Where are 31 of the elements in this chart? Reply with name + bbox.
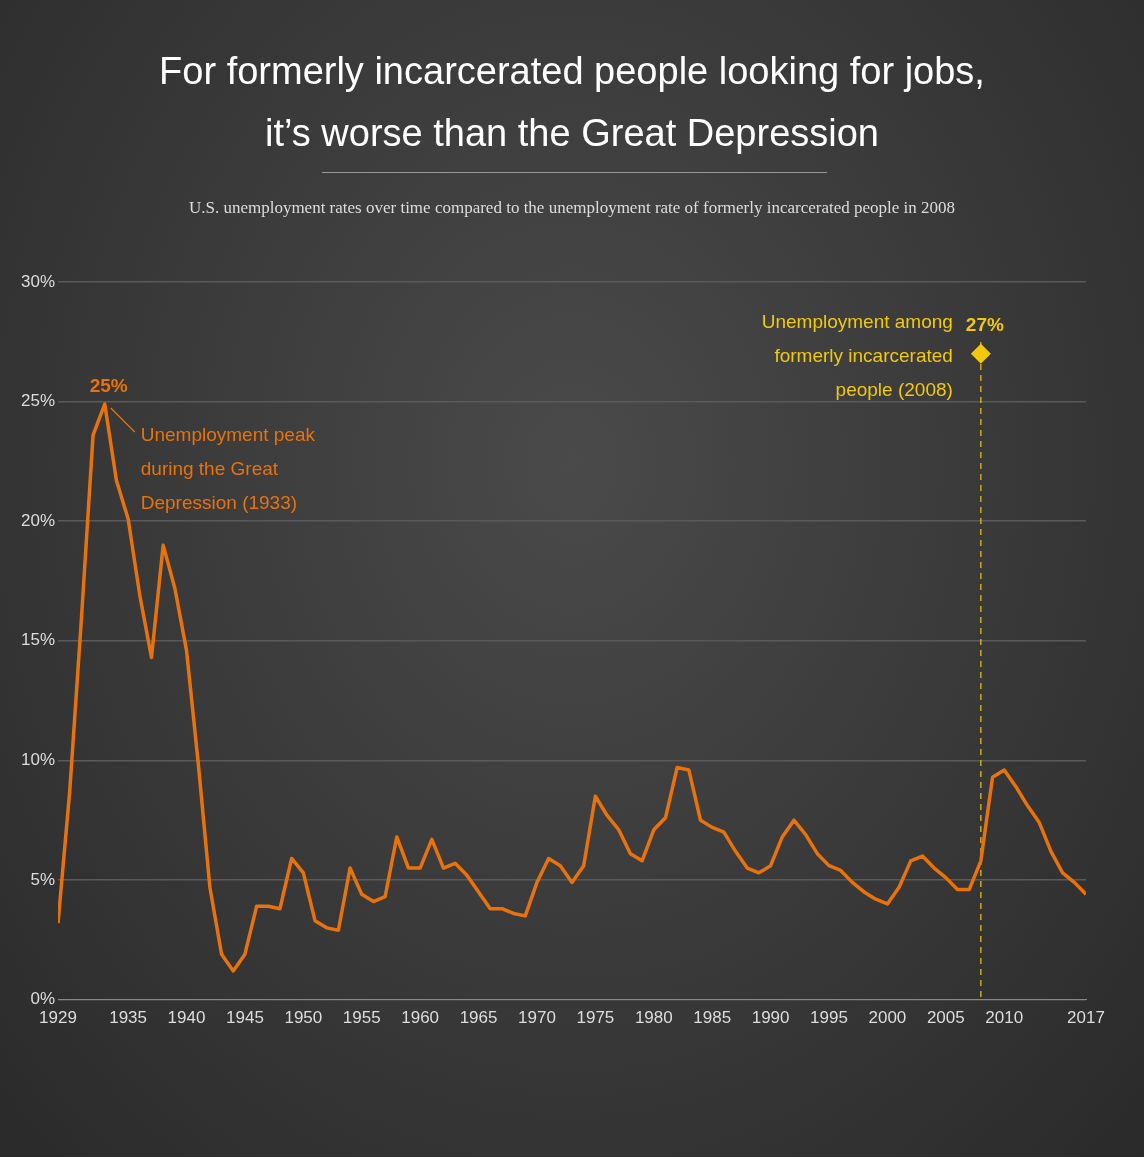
x-tick-label: 1970 — [518, 1008, 556, 1028]
x-tick-label: 1995 — [810, 1008, 848, 1028]
x-tick-label: 2005 — [926, 1008, 965, 1028]
data-label: 25% — [89, 374, 128, 396]
annotation: Unemployment peak during the Great Depression (1933) — [140, 423, 316, 513]
x-tick-label: 1980 — [634, 1008, 673, 1028]
y-tick-label: 25% — [20, 391, 56, 411]
x-tick-label: 2000 — [868, 1008, 907, 1028]
x-tick-label: 1935 — [109, 1008, 148, 1028]
x-tick-label: 1975 — [576, 1008, 615, 1028]
y-tick-label: 0% — [30, 989, 56, 1009]
y-tick-label: 10% — [20, 750, 56, 770]
x-tick-label: 1960 — [401, 1008, 440, 1028]
x-tick-label: 1955 — [342, 1008, 381, 1028]
data-label: 27% — [965, 314, 1004, 336]
x-tick-label: 1965 — [459, 1008, 498, 1028]
x-tick-label: 1945 — [226, 1008, 264, 1028]
y-tick-label: 15% — [20, 630, 56, 650]
x-tick-label: 2017 — [1067, 1008, 1105, 1028]
chart-subtitle: U.S. unemployment rates over time compared to the unemployment rate of formerly incarcerated people in 2008 — [187, 198, 957, 218]
chart-title: For formerly incarcerated people looking for jobs, it’s worse than the Great Depression — [158, 49, 986, 156]
series-label: Unemployment among formerly incarcerated people (2008) — [761, 311, 953, 401]
x-tick-label: 1985 — [693, 1008, 732, 1028]
y-tick-label: 20% — [20, 510, 56, 530]
x-tick-label: 1990 — [751, 1008, 790, 1028]
x-tick-label: 2010 — [985, 1008, 1024, 1028]
y-tick-label: 5% — [30, 869, 56, 889]
y-tick-label: 30% — [20, 271, 56, 291]
x-tick-label: 1950 — [284, 1008, 323, 1028]
x-tick-label: 1929 — [39, 1008, 77, 1028]
x-tick-label: 1940 — [167, 1008, 206, 1028]
